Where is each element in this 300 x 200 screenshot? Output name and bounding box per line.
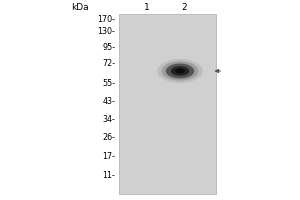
Text: 130-: 130- (98, 26, 116, 36)
Bar (118, 14, 216, 194)
Text: 17-: 17- (103, 152, 116, 161)
Text: 11-: 11- (103, 170, 116, 180)
Text: 1: 1 (144, 3, 150, 12)
Text: kDa: kDa (71, 3, 88, 12)
Text: 26-: 26- (103, 134, 116, 142)
Ellipse shape (157, 59, 203, 83)
Text: 34-: 34- (103, 116, 116, 124)
Text: 170-: 170- (98, 15, 116, 23)
Text: 95-: 95- (102, 43, 116, 51)
Ellipse shape (166, 64, 194, 78)
Text: 43-: 43- (103, 98, 116, 106)
Ellipse shape (161, 61, 199, 81)
Ellipse shape (171, 66, 189, 76)
Text: 72-: 72- (102, 60, 116, 68)
Text: 2: 2 (182, 3, 187, 12)
Text: 55-: 55- (102, 78, 116, 88)
Ellipse shape (175, 68, 185, 74)
